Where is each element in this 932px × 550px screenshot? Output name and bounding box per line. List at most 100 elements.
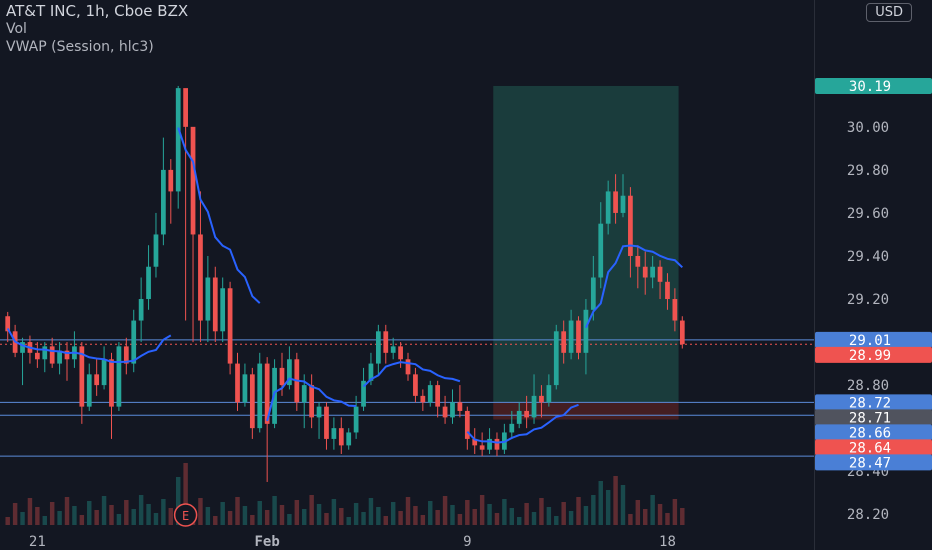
candle-body: [42, 346, 48, 360]
candle-body: [153, 234, 159, 267]
volume-bar: [524, 503, 529, 525]
candle-body: [116, 346, 122, 407]
candle-body: [316, 406, 322, 418]
volume-bar: [316, 504, 322, 525]
candle-body: [613, 191, 618, 213]
price-axis-label: 28.71: [849, 410, 891, 426]
vwap-line: [585, 244, 683, 329]
volume-indicator-label[interactable]: Vol: [6, 21, 27, 37]
candle-body: [338, 428, 344, 446]
volume-bar: [27, 498, 33, 525]
candle-body: [464, 410, 470, 439]
volume-bar: [576, 497, 581, 525]
price-axis-label-bg: [815, 409, 932, 426]
x-axis-tick-label: Feb: [255, 534, 280, 550]
candle-body: [190, 126, 196, 235]
candle-body: [435, 385, 441, 407]
candle-body: [383, 331, 389, 353]
volume-bar: [457, 514, 463, 525]
candle-body: [642, 266, 648, 278]
candle-body: [398, 346, 403, 360]
candle-body: [86, 374, 92, 407]
volume-bar: [383, 516, 388, 525]
volume-bar: [131, 509, 136, 525]
candle-body: [450, 402, 455, 418]
candle-body: [405, 359, 411, 375]
candle-body: [665, 281, 670, 300]
candle-body: [79, 346, 85, 407]
volume-bar: [413, 506, 418, 525]
x-axis-tick-label: 18: [659, 534, 676, 550]
vwap-indicator-label[interactable]: VWAP (Session, hlc3): [6, 39, 154, 55]
price-axis-label: 28.66: [849, 425, 891, 441]
volume-bar: [168, 508, 174, 525]
volume-bar: [235, 497, 240, 525]
volume-bar: [516, 517, 522, 525]
volume-bar: [605, 490, 611, 525]
symbol-title[interactable]: AT&T INC, 1h, Cboe BZX: [6, 2, 189, 20]
candle-body: [146, 266, 151, 300]
candle-body: [427, 385, 433, 403]
volume-bar: [138, 495, 144, 525]
volume-bar: [650, 495, 655, 525]
candle-body: [420, 395, 426, 403]
y-axis-tick-label: 28.80: [847, 378, 889, 394]
candle-body: [346, 432, 352, 446]
volume-bar: [35, 507, 40, 525]
volume-bar: [346, 517, 351, 525]
volume-bar: [398, 511, 403, 525]
volume-bar: [227, 511, 233, 525]
volume-bar: [494, 513, 500, 525]
earnings-marker-label: E: [182, 509, 189, 523]
candle-body: [568, 320, 574, 353]
volume-bar: [509, 508, 515, 525]
candle-body: [183, 88, 188, 127]
earnings-marker-icon: [173, 503, 198, 527]
candle-body: [657, 266, 663, 282]
volume-bar: [205, 507, 211, 525]
volume-bar: [87, 501, 92, 525]
candle-body: [605, 191, 611, 224]
volume-bar: [368, 498, 374, 525]
candle-body: [331, 428, 337, 439]
volume-bar: [5, 517, 10, 525]
candle-body: [235, 363, 240, 403]
volume-bar: [428, 501, 433, 525]
candle-body: [390, 346, 396, 353]
price-axis-label-bg: [815, 454, 932, 471]
candle-body: [561, 331, 567, 353]
candle-body: [620, 195, 626, 213]
candle-body: [101, 359, 107, 386]
currency-button[interactable]: USD: [866, 3, 912, 22]
volume-bar: [539, 498, 544, 525]
volume-bar: [672, 499, 678, 525]
volume-bar: [635, 500, 641, 525]
candle-body: [442, 406, 448, 418]
volume-bar: [353, 503, 359, 525]
volume-bar: [435, 510, 440, 525]
volume-bar: [613, 476, 618, 525]
price-axis-label: 29.01: [849, 333, 891, 349]
y-axis-tick-label: 30.00: [847, 120, 889, 136]
candle-body: [576, 320, 581, 353]
volume-bar: [146, 504, 151, 525]
volume-bar: [72, 506, 77, 525]
price-axis-label: 28.72: [849, 395, 891, 411]
candle-body: [361, 380, 366, 407]
x-axis-tick-label: 21: [29, 534, 46, 550]
volume-bar: [561, 502, 566, 525]
vwap-line: [466, 403, 579, 444]
price-axis-label: 28.64: [849, 440, 891, 456]
volume-bar: [568, 511, 574, 525]
candle-body: [109, 359, 114, 407]
volume-bar: [472, 509, 477, 525]
volume-bar: [502, 499, 507, 525]
volume-bar: [450, 505, 455, 525]
volume-bar: [680, 508, 685, 525]
volume-bar: [487, 504, 492, 525]
volume-bar: [94, 510, 99, 525]
candle-body: [123, 346, 129, 364]
candle-body: [34, 352, 40, 360]
candle-body: [590, 277, 596, 310]
